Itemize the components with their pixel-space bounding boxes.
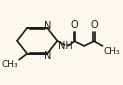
Text: NH: NH <box>59 41 73 51</box>
Text: O: O <box>71 20 78 30</box>
Text: O: O <box>90 20 98 30</box>
Text: CH₃: CH₃ <box>103 47 120 56</box>
Text: N: N <box>44 51 52 61</box>
Text: N: N <box>44 21 52 31</box>
Text: CH₃: CH₃ <box>2 61 19 69</box>
